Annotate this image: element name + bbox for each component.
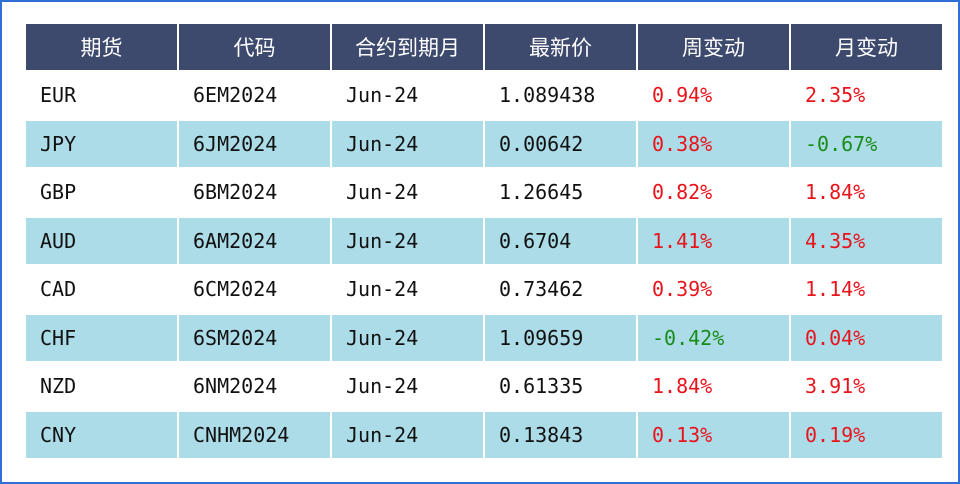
table-row: CAD 6CM2024 Jun-24 0.73462 0.39% 1.14% — [26, 266, 942, 313]
table-cell: 1.84% — [805, 180, 866, 205]
header-cell: 期货 — [26, 24, 177, 70]
table-cell: 6JM2024 — [179, 120, 330, 167]
table-cell: 1.84% — [652, 374, 713, 399]
table-cell: 1.41% — [638, 217, 789, 264]
table-row: JPY 6JM2024 Jun-24 0.00642 0.38% -0.67% — [26, 120, 942, 167]
table-cell: 6CM2024 — [193, 277, 278, 302]
table-cell: 0.00642 — [485, 120, 636, 167]
table-cell: 0.38% — [638, 120, 789, 167]
table-cell: 0.82% — [652, 180, 713, 205]
table-cell: -0.42% — [638, 314, 789, 361]
table-row: CHF 6SM2024 Jun-24 1.09659 -0.42% 0.04% — [26, 314, 942, 361]
table-cell: 6BM2024 — [193, 180, 278, 205]
table-cell: 6AM2024 — [179, 217, 330, 264]
table-cell: NZD — [40, 374, 77, 399]
table-cell: Jun-24 — [332, 411, 483, 458]
table-cell: 0.61335 — [499, 374, 584, 399]
table-cell: GBP — [40, 180, 77, 205]
table-cell: 6SM2024 — [179, 314, 330, 361]
table-cell: JPY — [26, 120, 177, 167]
table-cell: 0.19% — [791, 411, 942, 458]
table-cell: Jun-24 — [332, 314, 483, 361]
table-cell: 0.73462 — [499, 277, 584, 302]
table-cell: 1.089438 — [499, 83, 596, 108]
table-cell: Jun-24 — [346, 180, 419, 205]
table-cell: Jun-24 — [346, 374, 419, 399]
table-cell: 1.14% — [805, 277, 866, 302]
table-cell: Jun-24 — [346, 83, 419, 108]
table-cell: 2.35% — [805, 83, 866, 108]
table-cell: 1.09659 — [485, 314, 636, 361]
futures-table: 期货 代码 合约到期月 最新价 周变动 月变动 EUR 6EM2024 Jun-24 1.089… — [24, 22, 944, 460]
header-cell: 代码 — [179, 24, 330, 70]
table-cell: CAD — [40, 277, 77, 302]
table-cell: 3.91% — [805, 374, 866, 399]
table-row: NZD 6NM2024 Jun-24 0.61335 1.84% 3.91% — [26, 363, 942, 410]
table-cell: Jun-24 — [332, 120, 483, 167]
table-cell: 0.13% — [638, 411, 789, 458]
table-body: EUR 6EM2024 Jun-24 1.089438 0.94% 2.35% JPY 6JM… — [26, 72, 942, 458]
table-row: GBP 6BM2024 Jun-24 1.26645 0.82% 1.84% — [26, 169, 942, 216]
header-row: 期货 代码 合约到期月 最新价 周变动 月变动 — [26, 24, 942, 70]
table-cell: 1.26645 — [499, 180, 584, 205]
table-cell: EUR — [40, 83, 77, 108]
header-cell: 周变动 — [638, 24, 789, 70]
header-cell: 合约到期月 — [332, 24, 483, 70]
table-row: AUD 6AM2024 Jun-24 0.6704 1.41% 4.35% — [26, 217, 942, 264]
table-cell: CNHM2024 — [179, 411, 330, 458]
table-row: CNY CNHM2024 Jun-24 0.13843 0.13% 0.19% — [26, 411, 942, 458]
table-cell: AUD — [26, 217, 177, 264]
table-cell: 0.04% — [791, 314, 942, 361]
table-cell: 6EM2024 — [193, 83, 278, 108]
header-cell: 月变动 — [791, 24, 942, 70]
table-cell: -0.67% — [791, 120, 942, 167]
table-cell: 0.39% — [652, 277, 713, 302]
table-cell: CNY — [26, 411, 177, 458]
table-row: EUR 6EM2024 Jun-24 1.089438 0.94% 2.35% — [26, 72, 942, 119]
header-cell: 最新价 — [485, 24, 636, 70]
table-cell: 4.35% — [791, 217, 942, 264]
table-cell: Jun-24 — [346, 277, 419, 302]
table-cell: 0.94% — [652, 83, 713, 108]
table-cell: CHF — [26, 314, 177, 361]
table-cell: 0.13843 — [485, 411, 636, 458]
table-cell: 6NM2024 — [193, 374, 278, 399]
table-cell: Jun-24 — [332, 217, 483, 264]
table-cell: 0.6704 — [485, 217, 636, 264]
